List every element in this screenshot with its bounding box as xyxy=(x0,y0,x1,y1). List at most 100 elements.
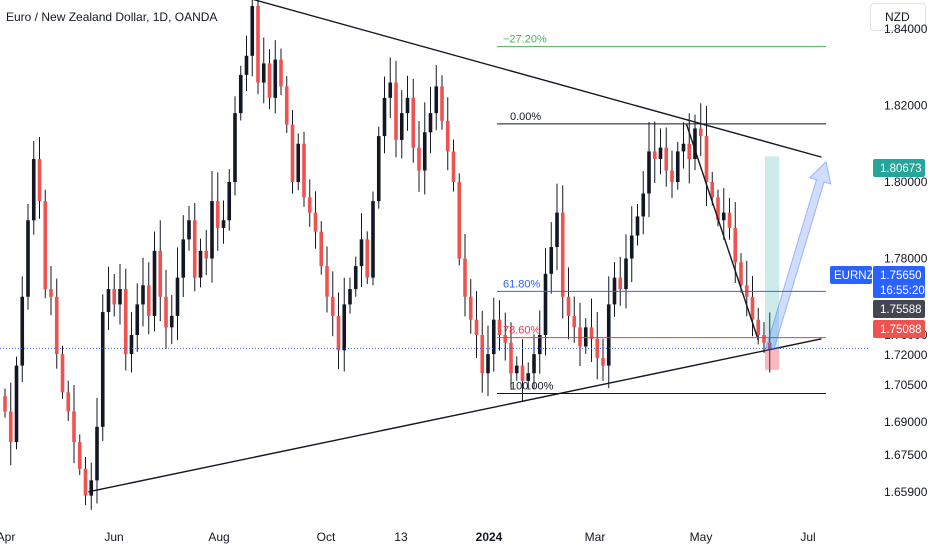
price-tick-label: 1.67500 xyxy=(884,448,928,462)
candle-body xyxy=(198,250,203,278)
candle-body xyxy=(14,365,19,443)
candle-body xyxy=(307,197,312,213)
candle-body xyxy=(256,6,260,83)
fib-level-label: 78.60% xyxy=(503,325,541,337)
candle-body xyxy=(371,201,375,278)
candle-body xyxy=(244,55,249,75)
candle-body xyxy=(440,86,444,121)
level-a-badge-text: 1.75588 xyxy=(880,304,922,316)
candle-body xyxy=(624,258,628,290)
candle-body xyxy=(733,227,738,263)
candle-body xyxy=(20,296,25,366)
candle-body xyxy=(204,250,209,259)
candle-body xyxy=(670,170,674,182)
candle-body xyxy=(146,285,151,316)
level-a-badge xyxy=(873,300,925,318)
candle-body xyxy=(296,143,301,182)
candle-body xyxy=(457,182,462,259)
candle-body xyxy=(578,327,582,347)
candle-body xyxy=(31,159,36,221)
candle-body xyxy=(434,86,439,114)
candle-body xyxy=(26,220,30,297)
candle-body xyxy=(54,296,59,355)
candle-body xyxy=(704,136,709,182)
price-tick-label: 1.70500 xyxy=(884,378,928,392)
target-zone xyxy=(765,156,779,349)
current-price-badge-text: 16:55:20 xyxy=(880,285,925,297)
time-tick-label: Mar xyxy=(585,530,606,544)
candle-body xyxy=(8,411,13,443)
candle-body xyxy=(526,373,531,381)
candle-body xyxy=(486,354,490,374)
candle-body xyxy=(463,258,467,297)
candle-body xyxy=(302,143,306,198)
candle-body xyxy=(491,319,496,355)
price-tick-label: 1.78000 xyxy=(884,252,928,266)
time-tick-label: Aug xyxy=(208,530,229,544)
fib-level-label: 61.80% xyxy=(503,278,541,290)
candle-body xyxy=(238,74,243,114)
candle-body xyxy=(589,327,594,339)
time-tick-label: Apr xyxy=(0,530,15,544)
candle-body xyxy=(129,335,134,355)
candle-body xyxy=(572,315,577,328)
candle-body xyxy=(60,354,65,393)
candle-body xyxy=(687,143,692,160)
target-price-badge xyxy=(873,159,925,177)
candle-body xyxy=(618,277,623,290)
candle-body xyxy=(555,212,559,248)
candle-body xyxy=(325,266,329,297)
candle-body xyxy=(181,239,186,278)
time-tick-label: Jul xyxy=(800,530,815,544)
candle-body xyxy=(601,357,605,366)
candle-body xyxy=(77,442,82,469)
candle-body xyxy=(537,335,542,355)
candle-body xyxy=(3,396,7,412)
candle-body xyxy=(330,296,335,316)
candle-body xyxy=(336,315,341,351)
candle-body xyxy=(543,273,548,335)
target-price-badge-text: 1.80673 xyxy=(880,163,922,175)
candle-body xyxy=(284,86,289,125)
price-tick-label: 1.82000 xyxy=(884,99,928,113)
chart-title: Euro / New Zealand Dollar, 1D, OANDA xyxy=(6,10,218,24)
candle-body xyxy=(376,136,381,202)
candle-body xyxy=(503,335,508,343)
candle-body xyxy=(353,266,358,290)
candle-body xyxy=(445,120,450,152)
candle-body xyxy=(152,250,157,316)
candle-body xyxy=(66,392,71,412)
candle-body xyxy=(123,289,128,355)
symbol-badge xyxy=(830,266,872,284)
candle-body xyxy=(681,143,686,152)
candle-body xyxy=(658,147,663,160)
current-price-badge xyxy=(873,266,925,298)
candle-body xyxy=(750,296,755,320)
candle-body xyxy=(313,212,318,232)
symbol-badge-text: EURNZD xyxy=(834,270,882,282)
candle-body xyxy=(497,319,502,335)
candle-body xyxy=(72,411,76,443)
currency-selector[interactable]: NZD xyxy=(870,3,926,31)
candle-body xyxy=(100,312,105,427)
candle-body xyxy=(227,182,232,221)
level-b-badge xyxy=(873,320,925,338)
candle-body xyxy=(261,63,266,83)
level-b-badge-text: 1.75088 xyxy=(880,324,922,336)
candle-body xyxy=(233,113,237,182)
candle-body xyxy=(89,480,94,496)
candle-body xyxy=(428,113,433,133)
candle-body xyxy=(767,342,772,349)
candle-body xyxy=(348,289,352,305)
candle-body xyxy=(382,97,387,137)
candle-body xyxy=(158,250,163,297)
current-price-badge-text: 1.75650 xyxy=(880,270,922,282)
trendline-upper xyxy=(252,0,822,158)
candle-body xyxy=(394,82,398,140)
candle-body xyxy=(411,97,416,148)
time-axis: Apr Jun Aug Oct 13 2024 Mar May Jul xyxy=(0,530,816,544)
candle-body xyxy=(727,212,732,228)
candle-body xyxy=(629,235,634,259)
